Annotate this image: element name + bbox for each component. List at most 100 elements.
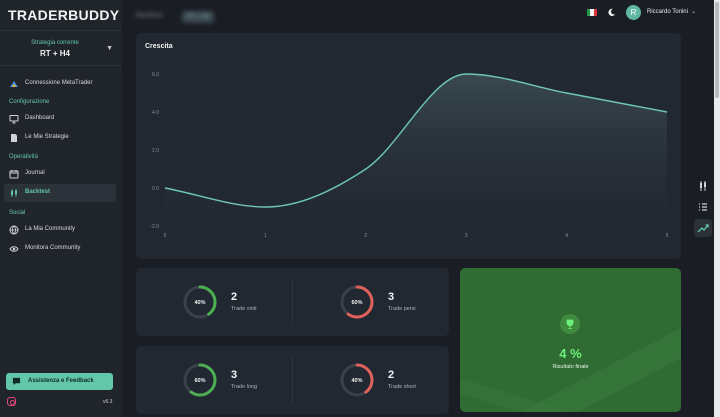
- ring-progress: [183, 363, 217, 397]
- progress-ring: 40%: [340, 363, 374, 397]
- scrollbar[interactable]: [714, 0, 720, 417]
- chevron-down-icon: ▼: [106, 45, 113, 52]
- x-tick-label: 0: [164, 233, 167, 239]
- sidebar-item-monitora[interactable]: Monitora Community: [4, 240, 116, 258]
- sidebar-item-label: Journal: [25, 170, 45, 176]
- stat-value: 3: [231, 369, 238, 381]
- sidebar-item-journal[interactable]: Journal: [4, 165, 116, 183]
- area-fill: [165, 74, 667, 226]
- breadcrumb: Backtest RT + H4: [136, 10, 220, 25]
- monitor-icon: [9, 115, 19, 124]
- x-tick-label: 5: [666, 233, 669, 239]
- breadcrumb-badge: RT + H4: [182, 11, 214, 23]
- decorative-stripes: [460, 328, 681, 412]
- stat-trade-short: 40% 2 Trade short: [293, 346, 449, 414]
- y-tick-label: 0.0: [152, 186, 159, 192]
- list-icon: [699, 203, 707, 211]
- trophy-icon: [560, 314, 580, 334]
- ring-percent: 60%: [351, 300, 362, 306]
- app-logo[interactable]: TRADERBUDDY: [8, 7, 120, 23]
- y-tick-label: -2.0: [150, 224, 159, 230]
- x-tick-label: 4: [565, 233, 568, 239]
- data-point: [566, 92, 568, 94]
- sidebar-item-strategie[interactable]: Le Mie Strategie: [4, 129, 116, 147]
- candlestick-icon: [700, 181, 706, 191]
- italian-flag-icon[interactable]: [587, 9, 597, 16]
- sidebar-item-label: Backtest: [25, 189, 51, 195]
- y-tick-label: 4.0: [152, 110, 159, 116]
- help-feedback-button[interactable]: Assistenza e Feedback: [6, 373, 113, 390]
- candlestick-icon: [11, 189, 17, 197]
- chart-title: Crescita: [145, 43, 173, 50]
- y-tick-label: 6.0: [152, 72, 159, 78]
- data-point: [465, 73, 467, 75]
- stat-label: Trade persi: [388, 306, 416, 312]
- avatar[interactable]: R: [626, 5, 641, 20]
- stat-value: 2: [388, 369, 395, 381]
- trade-results-card: 40% 2 Trade vinti 60% 3 Trade persi: [136, 268, 449, 336]
- instagram-icon[interactable]: [7, 397, 16, 406]
- sidebar-item-metatrader[interactable]: Connessione MetaTrader: [4, 75, 116, 93]
- stat-label: Trade long: [231, 384, 258, 390]
- strategy-value: RT + H4: [39, 49, 70, 58]
- data-point: [164, 187, 166, 189]
- ring-percent: 60%: [194, 378, 205, 384]
- stat-trade-long: 60% 3 Trade long: [136, 346, 292, 414]
- list-view-button[interactable]: [694, 198, 712, 216]
- strategy-selector[interactable]: Strategia corrente RT + H4 ▼: [0, 30, 122, 66]
- divider: [292, 356, 293, 404]
- sidebar-item-label: Dashboard: [25, 115, 55, 121]
- ring-progress: [340, 285, 374, 319]
- series-line: [164, 73, 668, 208]
- strategy-caption: Strategia corrente: [31, 40, 79, 46]
- divider: [292, 278, 293, 326]
- final-result-card: 4 % Risultato finale: [460, 268, 681, 412]
- moon-icon[interactable]: [607, 8, 616, 17]
- data-point: [666, 111, 668, 113]
- trade-direction-card: 60% 3 Trade long 40% 2 Trade short: [136, 346, 449, 414]
- chevron-down-icon[interactable]: ⌄: [691, 9, 697, 15]
- stat-trade-persi: 60% 3 Trade persi: [293, 268, 449, 336]
- sidebar-item-backtest[interactable]: Backtest: [4, 184, 116, 202]
- x-tick-label: 2: [364, 233, 367, 239]
- section-configurazione: Configurazione: [9, 99, 50, 105]
- stat-label: Trade vinti: [231, 306, 257, 312]
- sidebar-item-label: Monitora Community: [25, 245, 81, 251]
- progress-ring: 40%: [183, 285, 217, 319]
- sidebar-item-community[interactable]: La Mia Community: [4, 221, 116, 239]
- section-social: Social: [9, 210, 26, 216]
- sidebar-item-label: Le Mie Strategie: [25, 134, 69, 140]
- calendar-icon: [9, 170, 19, 179]
- help-feedback-label: Assistenza e Feedback: [28, 378, 94, 384]
- app-version: v6.3: [103, 399, 113, 405]
- scrollbar-thumb[interactable]: [715, 2, 719, 98]
- trend-chart-icon: [697, 224, 709, 233]
- final-result-value: 4 %: [559, 346, 582, 361]
- ring-progress: [340, 363, 374, 397]
- document-icon: [11, 134, 17, 142]
- progress-ring: 60%: [183, 363, 217, 397]
- ring-percent: 40%: [351, 378, 362, 384]
- sidebar: TRADERBUDDY Strategia corrente RT + H4 ▼…: [0, 0, 122, 417]
- candles-view-button[interactable]: [694, 177, 712, 195]
- y-tick-label: 2.0: [152, 148, 159, 154]
- stat-trade-vinti: 40% 2 Trade vinti: [136, 268, 292, 336]
- chat-icon: [12, 377, 21, 386]
- progress-ring: 60%: [340, 285, 374, 319]
- ring-percent: 40%: [194, 300, 205, 306]
- metatrader-icon: [10, 81, 18, 87]
- user-name[interactable]: Riccardo Tonini: [647, 9, 688, 15]
- chart-view-button[interactable]: [694, 219, 712, 237]
- breadcrumb-title: Backtest: [136, 12, 163, 19]
- sidebar-item-dashboard[interactable]: Dashboard: [4, 110, 116, 128]
- stat-value: 3: [388, 291, 395, 303]
- x-tick-label: 1: [264, 233, 267, 239]
- globe-icon: [9, 225, 19, 235]
- sidebar-item-label: La Mia Community: [25, 226, 76, 232]
- data-point: [365, 168, 367, 170]
- growth-chart: -2.0 0.0 2.0 4.0 6.0 0 1 2 3 4 5: [150, 72, 669, 239]
- sidebar-item-label: Connessione MetaTrader: [25, 80, 93, 86]
- ring-progress: [183, 285, 217, 319]
- eye-icon: [9, 246, 19, 252]
- section-operativita: Operatività: [9, 154, 39, 160]
